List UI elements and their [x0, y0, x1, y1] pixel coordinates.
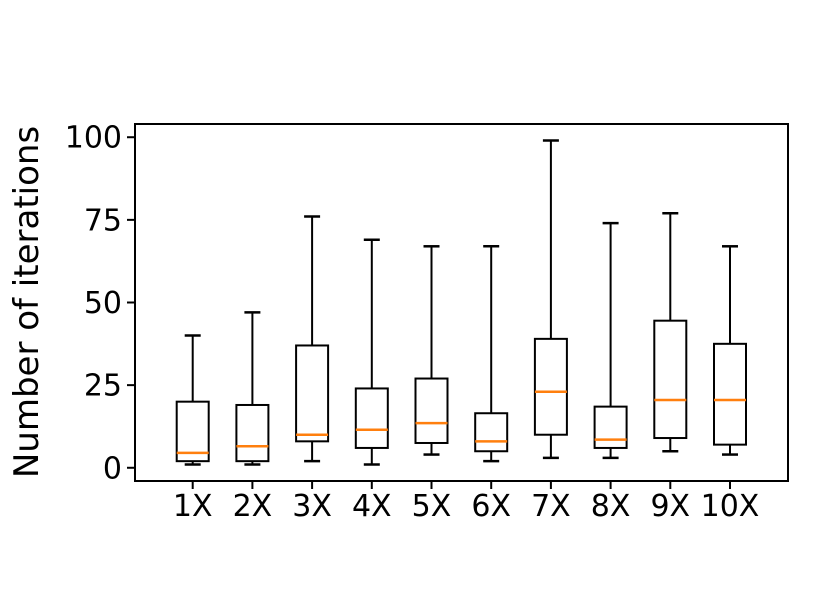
iqr-box [354, 387, 389, 449]
y-tick-label: 0 [103, 451, 122, 486]
iqr-box [414, 377, 449, 444]
x-tick-label-7x: 7X [531, 489, 571, 524]
box-9x [653, 212, 688, 453]
box-3x [295, 215, 330, 463]
box-8x [593, 221, 628, 460]
iqr-box [235, 403, 270, 463]
plot-area: 0 25 50 75 100 1X 2X 3X 4X 5X 6X 7X 8X 9X 10X [65, 121, 789, 524]
y-tick-label: 25 [84, 369, 122, 404]
iqr-box [713, 342, 747, 446]
y-axis-label: Number of iterations [7, 126, 47, 478]
x-tick-label-8x: 8X [591, 489, 631, 524]
iqr-box [533, 337, 568, 436]
iqr-box [593, 405, 628, 449]
axes-frame [134, 123, 789, 482]
iqr-box [175, 400, 210, 463]
y-tick-label: 100 [65, 121, 122, 156]
x-tick-label-10x: 10X [701, 489, 760, 524]
y-tick-label: 75 [84, 203, 122, 238]
x-tick-label-4x: 4X [352, 489, 392, 524]
x-tick-label-6x: 6X [471, 489, 511, 524]
x-tick-label-2x: 2X [233, 489, 273, 524]
y-tick-label: 50 [84, 286, 122, 321]
box-7x [533, 139, 568, 460]
iqr-box [474, 412, 509, 453]
x-tick-label-1x: 1X [173, 489, 213, 524]
iqr-box [653, 319, 688, 440]
box-2x [235, 311, 270, 466]
iqr-box [295, 344, 330, 443]
box-4x [354, 238, 389, 466]
box-1x [175, 334, 210, 466]
x-tick-label-3x: 3X [292, 489, 332, 524]
x-tick-label-9x: 9X [650, 489, 690, 524]
x-tick-label-5x: 5X [412, 489, 452, 524]
box-6x [474, 245, 509, 463]
box-10x [713, 245, 747, 456]
box-5x [414, 245, 449, 456]
